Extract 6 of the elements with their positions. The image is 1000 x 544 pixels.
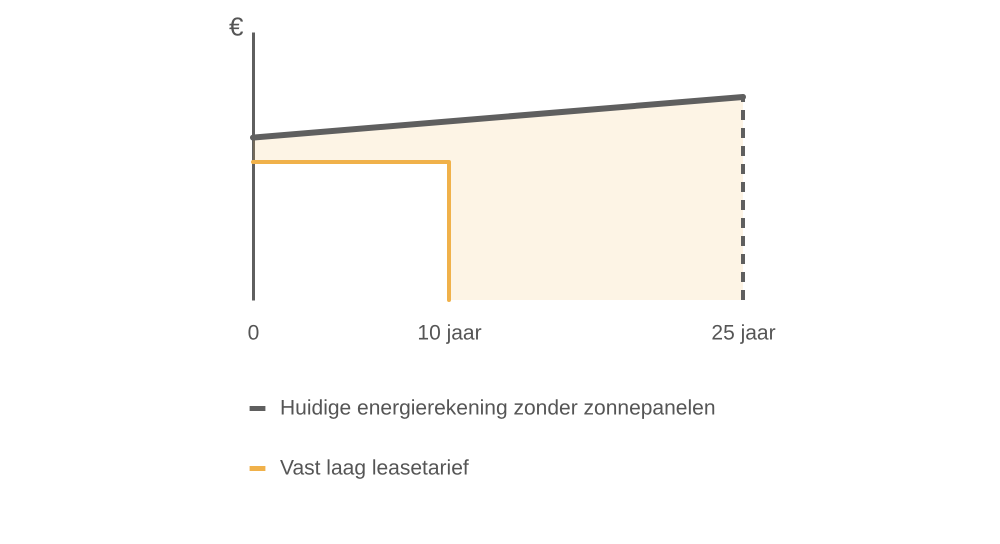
x-tick-label: 0 <box>248 322 260 344</box>
legend-label: Huidige energierekening zonder zonnepanelen <box>280 396 716 420</box>
legend-label: Vast laag leasetarief <box>280 456 469 480</box>
x-tick-label: 10 jaar <box>417 322 482 344</box>
y-axis-title: € <box>229 12 244 42</box>
x-tick-label: 25 jaar <box>711 322 776 344</box>
